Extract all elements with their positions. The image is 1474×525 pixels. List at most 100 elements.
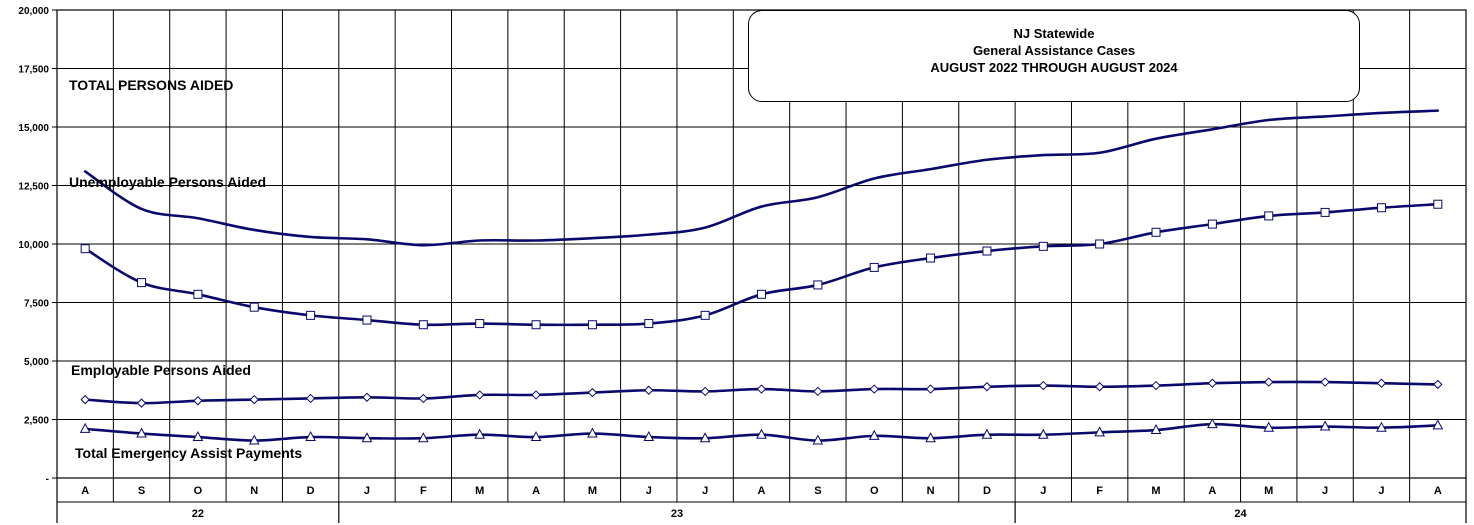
x-category-label: A [1208, 485, 1216, 497]
square-marker [1095, 239, 1105, 249]
diamond-marker [474, 390, 485, 400]
diamond-marker [1320, 377, 1330, 387]
triangle-marker [1263, 421, 1275, 432]
chart-title-box: NJ Statewide General Assistance Cases AU… [748, 10, 1360, 102]
triangle-marker [192, 430, 204, 442]
diamond-marker [136, 398, 147, 408]
diamond-marker [813, 386, 823, 397]
square-marker [137, 278, 147, 288]
x-category-label: A [81, 485, 89, 497]
square-marker [757, 289, 766, 299]
x-category-label: D [983, 485, 991, 497]
series-line-0 [83, 109, 1440, 247]
diamond-marker [869, 384, 879, 394]
square-marker [362, 315, 372, 325]
square-marker [249, 302, 259, 312]
triangle-marker [1207, 418, 1218, 429]
x-category-label: J [1378, 485, 1384, 497]
chart-title-line-3: AUGUST 2022 THROUGH AUGUST 2024 [930, 60, 1178, 75]
x-category-label: J [1322, 485, 1328, 497]
chart-title-line-2: General Assistance Cases [972, 43, 1136, 58]
x-category-label: J [646, 485, 652, 497]
x-category-label: F [1096, 485, 1103, 497]
diamond-marker [531, 390, 541, 400]
x-category-label: J [1040, 485, 1046, 497]
x-category-label: N [927, 485, 935, 497]
diamond-marker [305, 393, 316, 404]
square-marker [418, 320, 428, 330]
y-tick-label: 20,000 [18, 6, 49, 17]
square-marker [1376, 203, 1386, 213]
x-year-label: 24 [1234, 508, 1247, 520]
x-category-label: J [364, 485, 370, 497]
diamond-marker [1433, 379, 1443, 390]
diamond-marker [362, 392, 372, 402]
series-label-employable: Employable Persons Aided [71, 362, 251, 378]
square-marker [1207, 219, 1217, 229]
series-line-1 [83, 202, 1440, 327]
x-category-label: O [870, 485, 879, 497]
diamond-marker [982, 382, 992, 392]
triangle-marker [136, 427, 147, 438]
y-tick-label: - [46, 474, 49, 485]
square-marker [80, 244, 90, 254]
triangle-marker [1319, 420, 1331, 431]
square-marker [1151, 227, 1161, 237]
diamond-marker [756, 384, 767, 394]
triangle-marker [756, 428, 767, 439]
y-tick-label: 12,500 [18, 182, 49, 193]
diamond-marker [1376, 378, 1387, 388]
diamond-marker [1038, 380, 1049, 391]
x-category-label: M [588, 485, 597, 497]
triangle-marker [305, 430, 316, 442]
square-marker [813, 280, 823, 290]
triangle-marker [248, 434, 260, 445]
triangle-marker [925, 432, 936, 443]
diamond-marker [80, 394, 90, 405]
triangle-marker [643, 430, 655, 442]
series-label-unemployable: Unemployable Persons Aided [69, 174, 266, 190]
diamond-marker [1207, 378, 1218, 388]
square-marker [193, 289, 203, 299]
square-marker [700, 310, 710, 320]
square-marker [926, 253, 936, 263]
triangle-marker [699, 432, 711, 443]
square-marker [475, 319, 485, 329]
y-tick-label: 17,500 [18, 65, 49, 76]
square-marker [306, 310, 316, 320]
x-category-label: M [475, 485, 484, 497]
diamond-marker [1264, 377, 1274, 387]
y-tick-label: 2,500 [24, 416, 49, 427]
chart-title-line-1: NJ Statewide [1013, 26, 1095, 41]
x-category-label: D [307, 485, 315, 497]
diamond-marker [249, 394, 259, 405]
x-category-label: O [194, 485, 203, 497]
square-marker [1320, 207, 1330, 217]
triangle-marker [1150, 423, 1162, 435]
square-marker [869, 262, 879, 272]
square-marker [1264, 211, 1274, 221]
x-category-label: S [814, 485, 821, 497]
x-axis: A S O N D J F M A M J J A S O N D J F M A M J J A 22 23 24 [56, 478, 1467, 523]
triangle-marker [981, 428, 993, 439]
triangle-marker [1094, 426, 1105, 437]
x-year-label: 22 [192, 508, 204, 520]
series-label-total-persons: TOTAL PERSONS AIDED [69, 77, 233, 93]
triangle-marker [530, 430, 542, 442]
x-category-label: N [250, 485, 258, 497]
diamond-marker [644, 385, 654, 395]
square-marker [982, 246, 992, 256]
square-marker [587, 320, 597, 330]
triangle-marker [1037, 428, 1049, 439]
triangle-marker [587, 427, 598, 438]
square-marker [1433, 199, 1443, 209]
diamond-marker [1151, 380, 1161, 391]
triangle-marker [361, 432, 373, 443]
y-axis: - 2,500 5,000 7,500 10,000 12,500 15,000 17,500… [18, 6, 57, 485]
x-category-label: S [138, 485, 145, 497]
diamond-marker [587, 387, 598, 398]
y-tick-label: 10,000 [18, 240, 49, 251]
x-category-label: A [758, 485, 766, 497]
diamond-marker [418, 393, 429, 404]
